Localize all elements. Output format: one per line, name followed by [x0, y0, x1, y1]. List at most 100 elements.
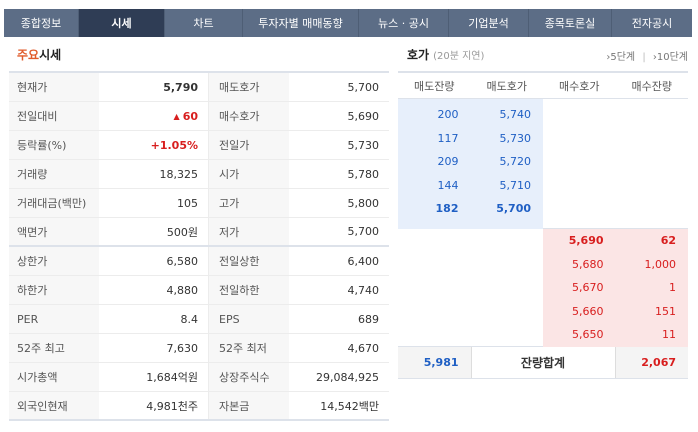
label-52w-high: 52주 최고	[9, 334, 99, 362]
value-bid-price: 5,690	[347, 109, 380, 123]
label-par-value: 액면가	[9, 218, 99, 245]
bid-row: 5,660 151	[398, 300, 688, 324]
label-upper-limit: 상한가	[9, 247, 99, 275]
ask-row: 209 5,720	[398, 150, 688, 174]
main-quote-table: 현재가 5,790 매도호가 5,700 전일대비 ▲ 60 매수호가 5,690…	[9, 71, 389, 421]
top-tab-bar: 종합정보 시세 차트 투자자별 매매동향 뉴스 · 공시 기업분석 종목토론실 …	[4, 9, 692, 37]
value-upper-limit: 6,580	[99, 247, 209, 275]
table-row: 전일대비 ▲ 60 매수호가 5,690	[9, 102, 389, 131]
step-links: ›5단계 | ›10단계	[606, 48, 688, 63]
header-bid-qty: 매수잔량	[631, 79, 672, 93]
table-row: 상한가 6,580 전일상한 6,400	[9, 247, 389, 276]
step-10-link[interactable]: ›10단계	[653, 52, 688, 63]
value-capital: 14,542백만	[320, 399, 379, 413]
label-high: 고가	[209, 189, 289, 217]
value-high: 5,800	[347, 196, 380, 210]
label-open: 시가	[209, 160, 289, 188]
hoga-table: 매도잔량 매도호가 매수호가 매수잔량 200 5,740 117 5,730 …	[398, 71, 688, 379]
bid-qty: 151	[655, 304, 676, 318]
label-low: 저가	[209, 218, 289, 245]
label-eps: EPS	[209, 305, 289, 333]
value-52w-low: 4,670	[347, 341, 380, 355]
value-prev-lower-limit: 4,740	[347, 283, 380, 297]
ask-price: 5,730	[499, 131, 532, 145]
value-change-rate: +1.05%	[99, 131, 209, 159]
bid-orders: 5,690 62 5,680 1,000 5,670 1 5,660 151 5…	[398, 229, 688, 347]
label-per: PER	[9, 305, 99, 333]
hoga-title-text: 호가	[407, 48, 430, 62]
value-current-price: 5,790	[99, 73, 209, 101]
bid-row: 5,650 11	[398, 323, 688, 347]
tab-summary[interactable]: 종합정보	[4, 9, 79, 37]
tab-company-analysis[interactable]: 기업분석	[449, 9, 529, 37]
step-5-link[interactable]: ›5단계	[606, 52, 635, 63]
bid-price: 5,650	[572, 328, 604, 342]
value-market-cap: 1,684억원	[99, 363, 209, 391]
bid-total: 2,067	[641, 356, 676, 369]
label-volume: 거래량	[9, 160, 99, 188]
ask-row: 117 5,730	[398, 127, 688, 151]
tab-investor-trading[interactable]: 투자자별 매매동향	[243, 9, 359, 37]
table-row: 액면가 500원 저가 5,700	[9, 218, 389, 247]
tab-price[interactable]: 시세	[79, 9, 165, 37]
table-row: 시가총액 1,684억원 상장주식수 29,084,925	[9, 363, 389, 392]
header-bid-price: 매수호가	[559, 79, 600, 93]
hoga-title: 호가 (20분 지연)	[407, 46, 484, 63]
ask-row: 182 5,700	[398, 197, 688, 221]
label-ask-price: 매도호가	[209, 73, 289, 101]
bid-row: 5,670 1	[398, 276, 688, 300]
up-arrow-icon: ▲	[173, 111, 180, 121]
value-prev-upper-limit: 6,400	[347, 254, 380, 268]
value-ask-price: 5,700	[347, 80, 380, 94]
step-10-label: 10단계	[656, 52, 688, 63]
tab-disclosure[interactable]: 전자공시	[631, 17, 673, 30]
value-volume: 18,325	[99, 160, 209, 188]
label-lower-limit: 하한가	[9, 276, 99, 304]
value-eps: 689	[358, 312, 379, 326]
value-52w-high: 7,630	[99, 334, 209, 362]
value-lower-limit: 4,880	[99, 276, 209, 304]
value-par-value: 500원	[99, 218, 209, 245]
value-change-number: 60	[182, 109, 198, 123]
label-capital: 자본금	[209, 392, 289, 419]
ask-orders: 200 5,740 117 5,730 209 5,720 144 5,710 …	[398, 99, 688, 229]
ask-qty: 209	[437, 155, 459, 169]
ask-price: 5,700	[496, 202, 531, 216]
tab-discussion[interactable]: 종목토론실	[529, 9, 612, 37]
value-per: 8.4	[99, 305, 209, 333]
bid-price: 5,680	[572, 257, 604, 271]
table-row: 52주 최고 7,630 52주 최저 4,670	[9, 334, 389, 363]
ask-price: 5,720	[499, 155, 532, 169]
table-row: 외국인현재 4,981천주 자본금 14,542백만	[9, 392, 389, 421]
ask-row: 144 5,710	[398, 174, 688, 198]
bid-price: 5,690	[568, 234, 604, 248]
hoga-header-row: 매도잔량 매도호가 매수호가 매수잔량	[398, 71, 688, 99]
tab-chart[interactable]: 차트	[165, 9, 243, 37]
step-10-marker-icon: ›	[652, 52, 657, 63]
totals-label: 잔량합계	[470, 347, 616, 378]
bid-background	[543, 229, 688, 347]
ask-background	[398, 99, 543, 229]
step-5-label: 5단계	[610, 52, 636, 63]
value-low: 5,700	[347, 225, 380, 238]
ask-qty: 200	[437, 108, 459, 122]
label-change: 전일대비	[9, 102, 99, 130]
label-52w-low: 52주 최저	[209, 334, 289, 362]
table-row: 현재가 5,790 매도호가 5,700	[9, 73, 389, 102]
value-open: 5,780	[347, 167, 380, 181]
label-current-price: 현재가	[9, 73, 99, 101]
label-prev-close: 전일가	[209, 131, 289, 159]
ask-row: 200 5,740	[398, 103, 688, 127]
value-change: ▲ 60	[99, 102, 209, 130]
value-prev-close: 5,730	[347, 138, 380, 152]
label-market-cap: 시가총액	[9, 363, 99, 391]
bid-row: 5,680 1,000	[398, 253, 688, 277]
main-quote-title: 주요시세	[17, 46, 61, 63]
ask-price: 5,710	[499, 178, 532, 192]
bid-qty: 1	[669, 281, 676, 295]
tab-news[interactable]: 뉴스 · 공시	[359, 9, 449, 37]
header-ask-qty: 매도잔량	[414, 79, 455, 93]
header-ask-price: 매도호가	[486, 79, 527, 93]
ask-qty: 117	[437, 131, 459, 145]
table-row: 하한가 4,880 전일하한 4,740	[9, 276, 389, 305]
